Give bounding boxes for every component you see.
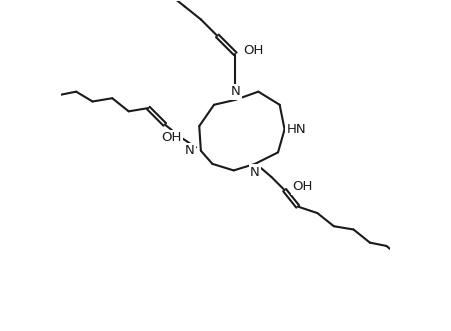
Text: N: N <box>250 166 260 178</box>
Text: OH: OH <box>243 44 263 57</box>
Text: OH: OH <box>161 131 182 144</box>
Text: N: N <box>230 85 240 98</box>
Text: OH: OH <box>292 180 313 193</box>
Text: HN: HN <box>286 123 306 136</box>
Text: N: N <box>184 144 194 157</box>
